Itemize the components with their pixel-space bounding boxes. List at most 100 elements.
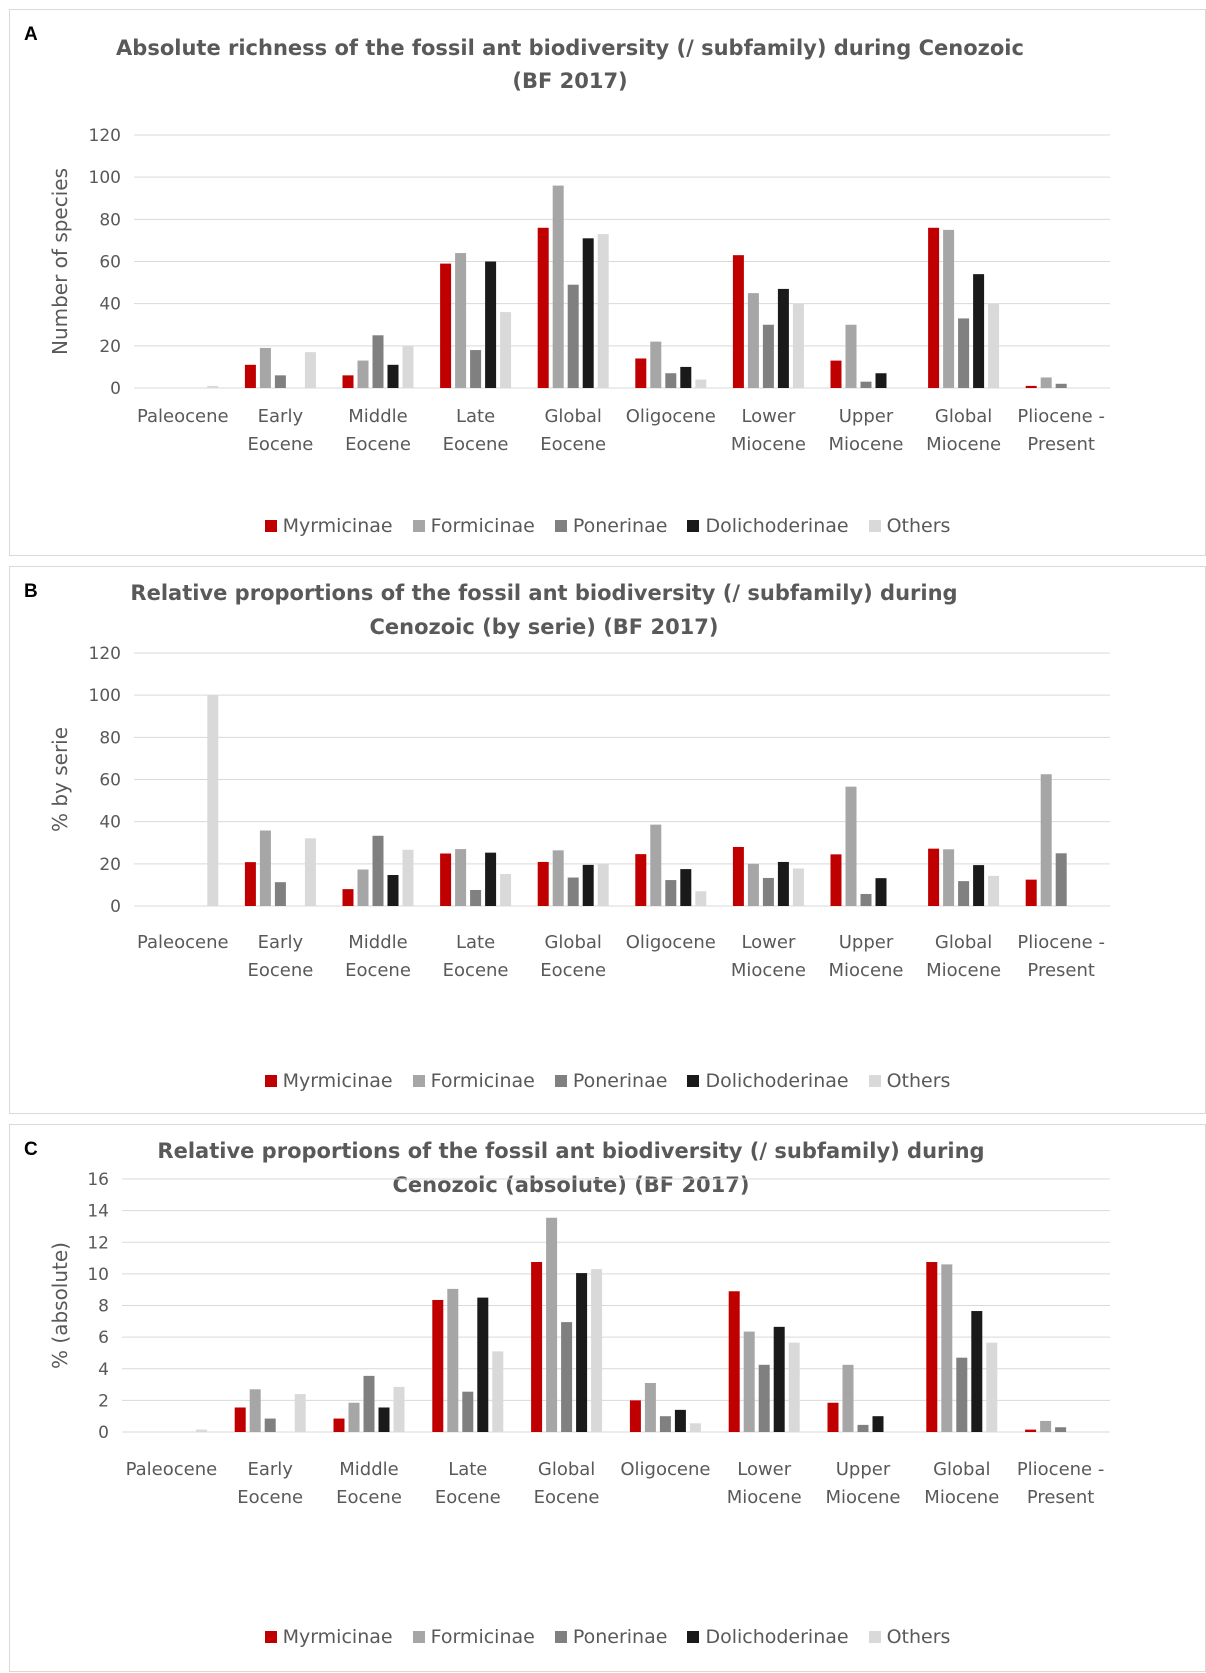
legend-item: Dolichoderinae [687,1070,849,1092]
bar-formicinae [941,1264,953,1432]
x-tick-label: Oligocene [626,406,716,427]
bar-others [792,303,804,388]
y-tick-label: 0 [98,1423,109,1443]
chart-title: Absolute richness of the fossil ant biod… [116,36,1024,60]
x-tick-label: Early [247,1459,293,1480]
legend-swatch [868,1075,881,1087]
chart-title: Relative proportions of the fossil ant b… [157,1139,984,1163]
bar-dolichoderinae [973,865,985,906]
x-tick-label: Eocene [443,434,509,455]
y-tick-label: 120 [89,644,121,664]
x-tick-label: Eocene [443,960,509,981]
bar-formicinae [348,1402,360,1432]
x-tick-label: Eocene [247,960,313,981]
bar-formicinae [845,786,857,906]
x-tick-label: Oligocene [620,1459,710,1480]
bar-ponerinae [561,1322,573,1432]
panel-letter: C [24,1139,38,1160]
legend-swatch [412,520,425,532]
bar-myrmicinae [928,848,940,906]
bar-formicinae [1040,1420,1052,1432]
bar-others [695,379,707,388]
bar-ponerinae [762,324,774,388]
y-tick-label: 100 [89,168,121,188]
bar-chart-svg: Relative proportions of the fossil ant b… [48,1139,1110,1508]
x-tick-label: Paleocene [137,406,229,427]
bar-dolichoderinae [378,1407,390,1432]
chart-panel-a: A Absolute richness of the fossil ant bi… [9,9,1206,556]
y-tick-label: 100 [89,686,121,706]
bar-ponerinae [274,375,286,388]
legend-label: Others [886,515,951,537]
bar-myrmicinae [342,889,354,906]
y-tick-label: 2 [98,1391,109,1411]
legend-item: Ponerinae [554,1070,668,1092]
x-tick-label: Miocene [731,434,806,455]
bar-formicinae [357,869,369,906]
x-tick-label: Eocene [247,434,313,455]
x-tick-label: Middle [339,1459,398,1480]
bar-formicinae [842,1364,854,1432]
bar-dolichoderinae [582,238,594,388]
bar-myrmicinae [732,846,744,906]
bar-ponerinae [956,1357,968,1432]
legend-item: Others [868,1070,950,1092]
x-tick-label: Eocene [345,434,411,455]
bar-others [689,1423,701,1432]
bar-chart-svg: Absolute richness of the fossil ant biod… [48,36,1110,455]
chart-panel-b: B Relative proportions of the fossil ant… [9,566,1206,1114]
legend-swatch [554,1075,567,1087]
x-tick-label: Miocene [926,434,1001,455]
x-tick-label: Upper [836,1459,891,1480]
bar-ponerinae [363,1375,375,1432]
bar-myrmicinae [244,862,256,906]
y-tick-label: 40 [99,813,121,833]
bar-ponerinae [372,835,384,906]
bar-myrmicinae [531,1262,543,1432]
legend-label: Ponerinae [572,1070,668,1092]
legend-item: Dolichoderinae [687,515,849,537]
bar-others [792,868,804,906]
bar-ponerinae [567,284,579,388]
legend-label: Formicinae [430,515,535,537]
bar-others [393,1386,405,1432]
bar-ponerinae [264,1418,276,1432]
bar-formicinae [1040,377,1052,388]
y-tick-label: 20 [99,337,121,357]
bar-others [304,352,316,388]
legend-item: Formicinae [412,1070,535,1092]
legend-swatch [687,520,700,532]
y-tick-label: 60 [99,771,121,791]
y-tick-label: 60 [99,253,121,273]
bar-myrmicinae [728,1291,740,1432]
bar-dolichoderinae [971,1311,983,1432]
y-tick-label: 10 [87,1265,109,1285]
bar-formicinae [747,863,759,906]
x-tick-label: Pliocene - [1017,1459,1105,1480]
legend-swatch [264,1075,277,1087]
legend-item: Ponerinae [554,515,667,537]
chart-legend: Myrmicinae Formicinae Ponerinae Dolichoderi… [10,515,1205,537]
bar-dolichoderinae [477,1297,489,1432]
bar-ponerinae [958,318,970,388]
x-tick-label: Present [1027,960,1095,981]
x-tick-label: Lower [741,932,796,953]
bar-myrmicinae [928,227,940,388]
x-tick-label: Eocene [540,434,606,455]
bar-others [207,385,219,388]
legend-label: Myrmicinae [282,1626,393,1648]
x-tick-label: Paleocene [137,932,229,953]
x-tick-label: Miocene [829,434,904,455]
legend-label: Dolichoderinae [705,1626,849,1648]
bar-ponerinae [372,335,384,388]
bar-formicinae [546,1217,558,1432]
bar-myrmicinae [234,1407,246,1432]
x-tick-label: Eocene [540,960,606,981]
bar-others [195,1429,207,1432]
bar-myrmicinae [635,358,647,388]
x-tick-label: Global [935,406,992,427]
bar-others [591,1269,603,1432]
bar-dolichoderinae [777,861,789,906]
bar-ponerinae [762,877,774,906]
bar-dolichoderinae [582,864,594,906]
